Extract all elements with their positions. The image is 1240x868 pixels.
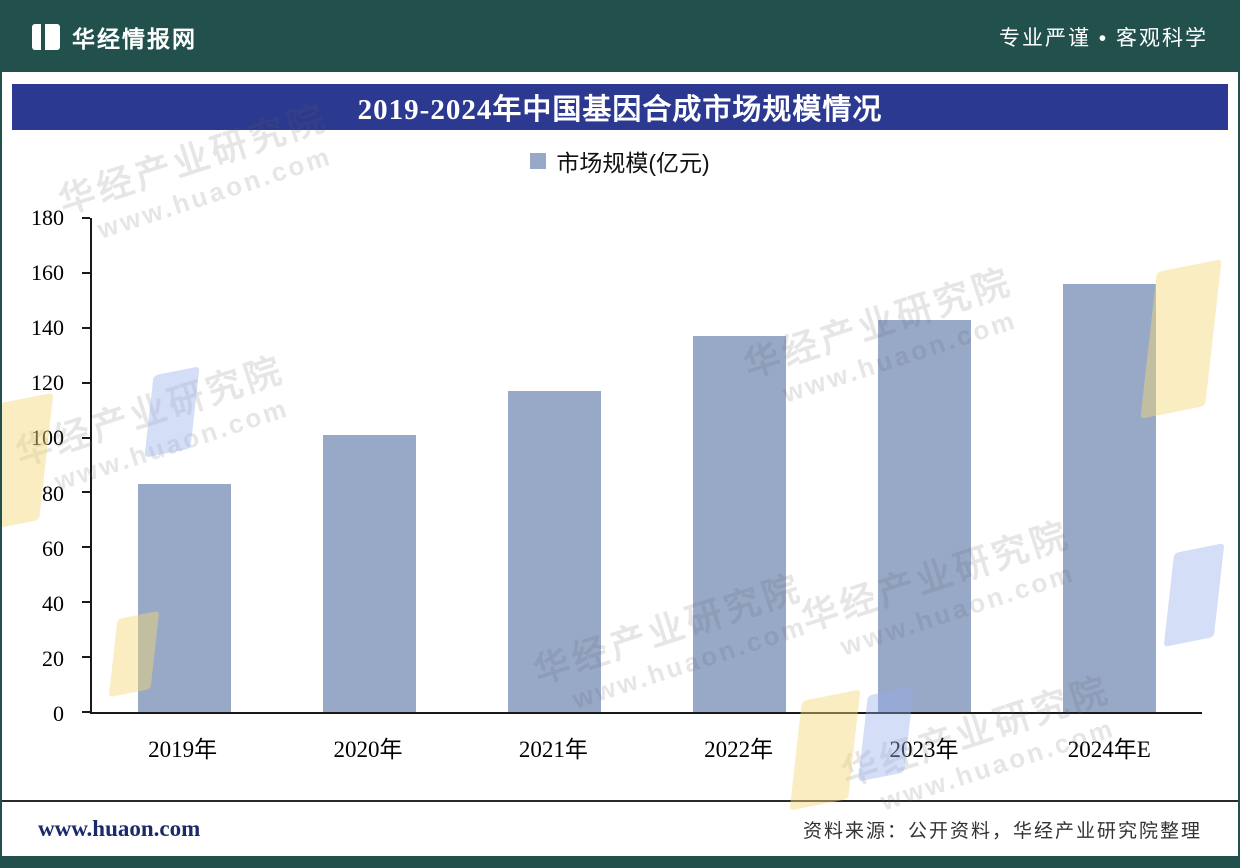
- y-tick-mark: [82, 326, 90, 329]
- footer: www.huaon.com 资料来源：公开资料，华经产业研究院整理: [2, 800, 1238, 856]
- bar-2024年E: [1063, 283, 1156, 712]
- footer-source: 资料来源：公开资料，华经产业研究院整理: [802, 820, 1202, 842]
- page-title: 2019-2024年中国基因合成市场规模情况: [357, 94, 883, 126]
- x-axis-labels: 2019年 2020年 2021年 2022年 2023年 2024年E: [90, 728, 1202, 766]
- brand-logo-icon: [32, 24, 60, 50]
- y-tick-label: 120: [31, 370, 64, 396]
- bottom-strip: [2, 856, 1238, 866]
- bar-slot: [277, 218, 462, 712]
- title-banner-wrap: 2019-2024年中国基因合成市场规模情况: [2, 72, 1238, 130]
- bar-slot: [1017, 218, 1202, 712]
- bar-2021年: [508, 390, 601, 712]
- y-tick-label: 140: [31, 315, 64, 341]
- bar-chart: 0 20 40 60 80 100 120 140 160 180 2019年 2020年 2021年…: [2, 178, 1238, 800]
- legend: 市场规模(亿元): [2, 130, 1238, 178]
- bar-slot: [462, 218, 647, 712]
- x-tick-label: 2022年: [704, 737, 774, 762]
- x-tick-label: 2024年E: [1067, 737, 1151, 762]
- brand-name: 华经情报网: [72, 26, 197, 52]
- bar-2023年: [878, 319, 971, 712]
- legend-swatch: [530, 153, 547, 169]
- x-tick-label: 2020年: [333, 737, 403, 762]
- y-tick-label: 60: [42, 535, 64, 561]
- y-tick-mark: [82, 271, 90, 274]
- title-banner: 2019-2024年中国基因合成市场规模情况: [12, 84, 1228, 130]
- plot-area: [82, 217, 1202, 714]
- x-tick-label: 2023年: [889, 737, 959, 762]
- y-axis-labels: 0 20 40 60 80 100 120 140 160 180: [2, 206, 80, 726]
- y-tick-label: 20: [42, 645, 64, 671]
- y-tick-label: 0: [53, 701, 64, 726]
- y-tick-label: 160: [31, 260, 64, 286]
- legend-label: 市场规模(亿元): [556, 150, 710, 176]
- bar-2019年: [138, 484, 231, 712]
- bar-slot: [832, 218, 1017, 712]
- y-tick-label: 80: [42, 480, 64, 506]
- y-tick-label: 40: [42, 590, 64, 616]
- y-tick-label: 180: [31, 205, 64, 230]
- y-tick-label: 100: [31, 425, 64, 451]
- bars: [92, 218, 1202, 712]
- y-tick-mark: [82, 217, 90, 219]
- y-tick-mark: [82, 711, 90, 713]
- x-tick-label: 2019年: [148, 737, 218, 762]
- footer-website: www.huaon.com: [38, 816, 201, 841]
- header-slogan: 专业严谨 • 客观科学: [998, 27, 1208, 50]
- y-tick-mark: [82, 656, 90, 659]
- y-tick-mark: [82, 491, 90, 494]
- bar-slot: [92, 218, 277, 712]
- bar-2022年: [693, 336, 786, 712]
- x-tick-label: 2021年: [518, 737, 588, 762]
- bar-2020年: [323, 434, 416, 712]
- y-tick-mark: [82, 436, 90, 439]
- y-tick-mark: [82, 381, 90, 384]
- header-bar: 华经情报网 专业严谨 • 客观科学: [2, 2, 1238, 72]
- bar-slot: [647, 218, 832, 712]
- brand: 华经情报网: [32, 20, 197, 54]
- y-tick-mark: [82, 601, 90, 604]
- y-tick-mark: [82, 546, 90, 549]
